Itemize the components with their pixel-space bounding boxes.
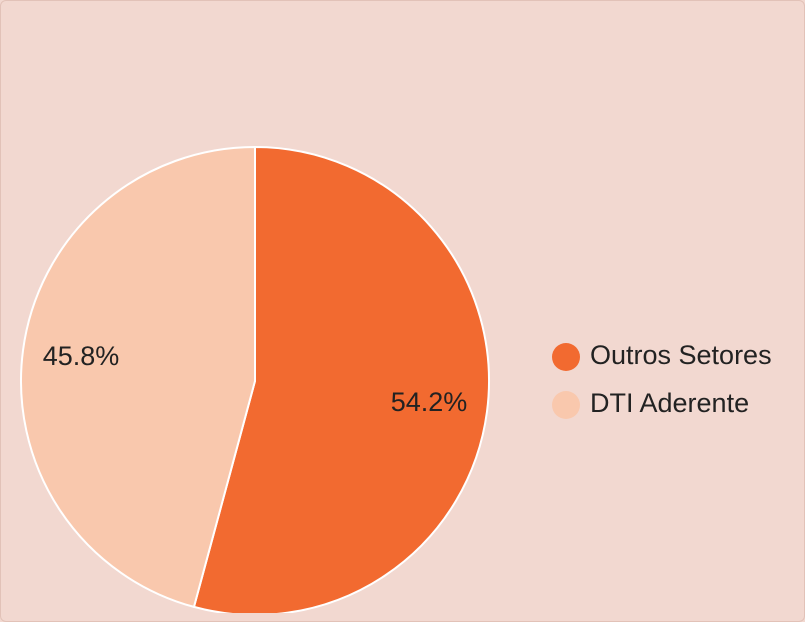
- pie-slice: [20, 145, 256, 609]
- legend-label: Outros Setores: [590, 340, 772, 370]
- slice-label: 54.2%: [391, 387, 468, 417]
- legend-swatch: [552, 391, 580, 419]
- pie-slice: [192, 145, 490, 613]
- slice-label: 45.8%: [43, 341, 120, 371]
- legend-swatch: [552, 343, 580, 371]
- legend-label: DTI Aderente: [590, 388, 749, 418]
